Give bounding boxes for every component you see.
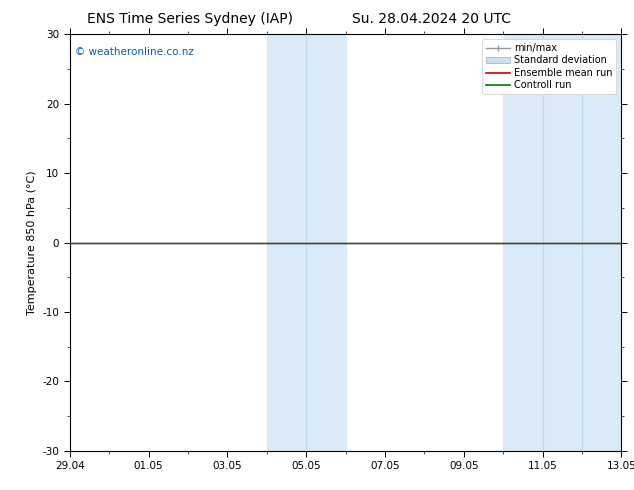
Bar <box>503 34 621 451</box>
Text: © weatheronline.co.nz: © weatheronline.co.nz <box>75 47 194 57</box>
Y-axis label: Temperature 850 hPa (°C): Temperature 850 hPa (°C) <box>27 170 37 315</box>
Text: ENS Time Series Sydney (IAP): ENS Time Series Sydney (IAP) <box>87 12 293 26</box>
Legend: min/max, Standard deviation, Ensemble mean run, Controll run: min/max, Standard deviation, Ensemble me… <box>482 39 616 94</box>
Bar <box>267 34 346 451</box>
Text: Su. 28.04.2024 20 UTC: Su. 28.04.2024 20 UTC <box>352 12 510 26</box>
